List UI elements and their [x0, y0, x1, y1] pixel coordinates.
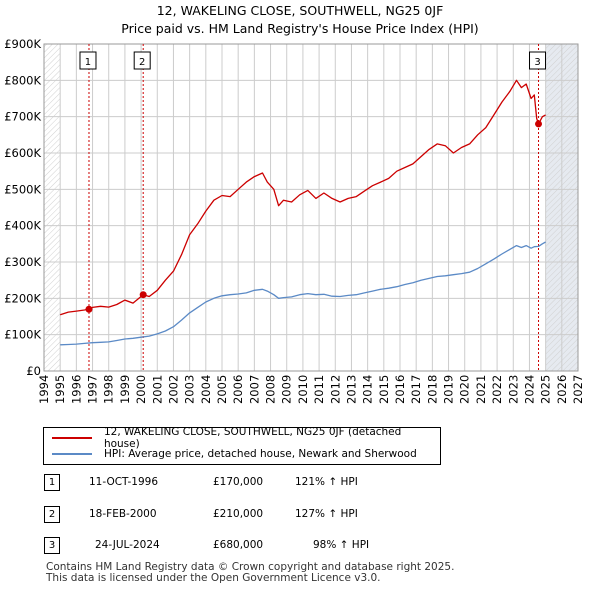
- x-tick-label: 2009: [280, 375, 294, 404]
- y-tick-label: £600K: [4, 146, 41, 160]
- event-label-box: [133, 51, 151, 70]
- transaction-price: £210,000: [213, 508, 264, 520]
- x-tick-label: 2014: [361, 375, 375, 404]
- x-tick-label: 2008: [264, 375, 278, 404]
- plot-border: [43, 43, 579, 372]
- x-tick-label: 2010: [296, 375, 310, 404]
- legend-item-property: 12, WAKELING CLOSE, SOUTHWELL, NG25 0JF …: [44, 426, 440, 450]
- x-tick-label: 2002: [166, 375, 180, 404]
- event-label: 3: [534, 57, 540, 68]
- chart-title: 12, WAKELING CLOSE, SOUTHWELL, NG25 0JF: [156, 3, 444, 18]
- transaction-row: 1 11-OCT-1996 £170,000 121% ↑ HPI: [0, 474, 600, 492]
- x-tick-label: 2016: [393, 375, 407, 404]
- x-tick-label: 2023: [506, 375, 520, 404]
- x-tick-label: 2025: [539, 375, 553, 404]
- x-tick-label: 2001: [150, 375, 164, 404]
- y-tick-label: £900K: [4, 37, 41, 51]
- transaction-number: 2: [44, 506, 60, 523]
- x-tick-label: 2013: [344, 375, 358, 404]
- y-tick-label: £500K: [4, 182, 41, 196]
- x-tick-label: 2012: [328, 375, 342, 404]
- x-tick-label: 2005: [215, 375, 229, 404]
- x-tick-label: 2004: [199, 375, 213, 404]
- x-tick-label: 2015: [377, 375, 391, 404]
- footer-licence: This data is licensed under the Open Gov…: [46, 572, 381, 584]
- x-tick-label: 2017: [409, 375, 423, 404]
- event-label: 2: [139, 57, 145, 68]
- transaction-hpi: 121% ↑ HPI: [295, 476, 358, 488]
- sale-point: [139, 291, 147, 299]
- x-tick-label: 2000: [134, 375, 148, 404]
- x-tick-label: 2003: [183, 375, 197, 404]
- event-label-box: [79, 51, 97, 70]
- hpi-line: [60, 241, 546, 346]
- legend-label-hpi: HPI: Average price, detached house, Newa…: [104, 448, 417, 460]
- x-tick-label: 1997: [86, 375, 100, 404]
- transaction-price: £680,000: [213, 539, 264, 551]
- x-tick-label: 2019: [442, 375, 456, 404]
- legend-label-property: 12, WAKELING CLOSE, SOUTHWELL, NG25 0JF …: [103, 426, 402, 450]
- transaction-date: 18-FEB-2000: [89, 508, 157, 520]
- x-tick-label: 2024: [522, 375, 536, 404]
- footer-copyright: Contains HM Land Registry data © Crown c…: [46, 561, 455, 573]
- hatched-region-past: [44, 44, 61, 371]
- transaction-date: 24-JUL-2024: [95, 539, 160, 551]
- x-tick-label: 2022: [490, 375, 504, 404]
- x-tick-label: 1994: [37, 375, 51, 404]
- price-chart: £0 £100K £200K £300K £400K £500K £600K £700K £80…: [4, 37, 585, 404]
- x-tick-label: 2020: [458, 375, 472, 404]
- legend: 12, WAKELING CLOSE, SOUTHWELL, NG25 0JF …: [43, 426, 441, 465]
- x-tick-label: 2027: [571, 375, 585, 404]
- x-tick-label: 1999: [118, 375, 132, 404]
- legend-swatch-property: [52, 437, 92, 439]
- x-tick-label: 1996: [69, 375, 83, 404]
- sale-point: [535, 120, 543, 128]
- transaction-date: 11-OCT-1996: [89, 476, 158, 488]
- transaction-row: 2 18-FEB-2000 £210,000 127% ↑ HPI: [0, 506, 600, 524]
- x-tick-label: 2007: [247, 375, 261, 404]
- plot-background: [44, 44, 578, 371]
- x-tick-label: 2006: [231, 375, 245, 404]
- legend-swatch-hpi: [52, 453, 92, 455]
- chart-subtitle: Price paid vs. HM Land Registry's House …: [121, 21, 479, 36]
- transaction-number: 3: [44, 537, 60, 554]
- transaction-price: £170,000: [213, 476, 264, 488]
- transaction-number: 1: [44, 474, 60, 491]
- transaction-hpi: 127% ↑ HPI: [295, 508, 358, 520]
- y-tick-label: £100K: [4, 328, 41, 342]
- y-tick-label: £400K: [4, 219, 41, 233]
- x-tick-label: 1998: [102, 375, 116, 404]
- sale-point: [85, 305, 93, 313]
- event-label: 1: [85, 57, 91, 68]
- transaction-row: 3 24-JUL-2024 £680,000 98% ↑ HPI: [0, 537, 600, 555]
- y-tick-label: £800K: [4, 73, 41, 87]
- x-tick-label: 2021: [474, 375, 488, 404]
- x-tick-label: 1995: [53, 375, 67, 404]
- transaction-hpi: 98% ↑ HPI: [313, 539, 370, 551]
- x-tick-label: 2011: [312, 375, 326, 404]
- y-tick-label: £0: [26, 364, 41, 378]
- x-tick-label: 2018: [425, 375, 439, 404]
- legend-item-hpi: HPI: Average price, detached house, Newa…: [44, 446, 417, 462]
- y-tick-label: £700K: [4, 110, 41, 124]
- y-tick-label: £300K: [4, 255, 41, 269]
- x-tick-label: 2026: [555, 375, 569, 404]
- event-label-box: [529, 51, 547, 70]
- y-tick-label: £200K: [4, 291, 41, 305]
